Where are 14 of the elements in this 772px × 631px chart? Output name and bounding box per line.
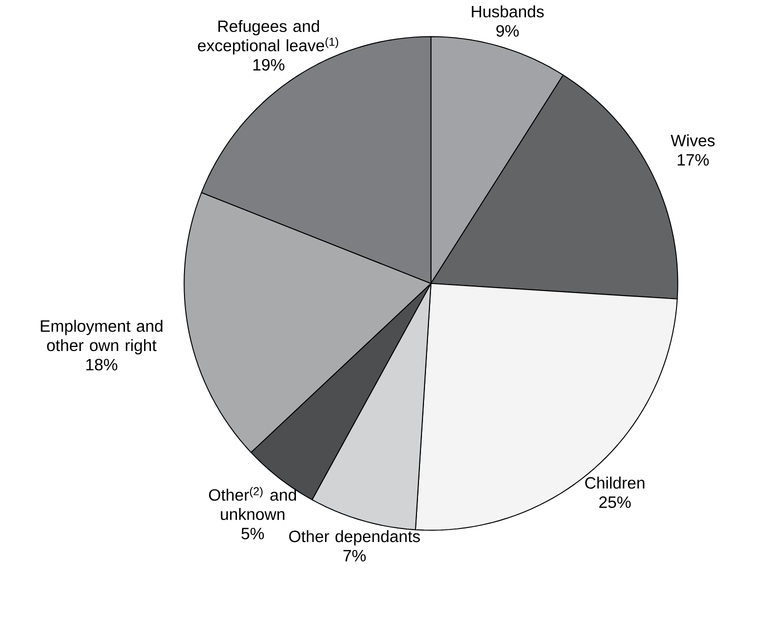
data-label: 7% — [343, 550, 366, 562]
slice-label: Children — [585, 476, 644, 489]
slice-label: Refugees and exceptional leave$^{(1)}$ — [198, 20, 338, 55]
data-label: 18% — [86, 359, 118, 371]
data-label: 17% — [678, 154, 709, 166]
slice-label: Other dependants — [289, 530, 420, 546]
slice-label: Husbands — [472, 6, 544, 18]
data-label: 9% — [496, 25, 519, 37]
slice-label: Wives — [670, 134, 715, 147]
data-label: 5% — [241, 528, 264, 540]
data-label: 19% — [253, 59, 284, 71]
slice-label: Employment and other own right — [40, 320, 162, 355]
slice-label: Other$^{(2)}$ and unknown — [209, 487, 296, 520]
data-label: 25% — [599, 496, 631, 508]
